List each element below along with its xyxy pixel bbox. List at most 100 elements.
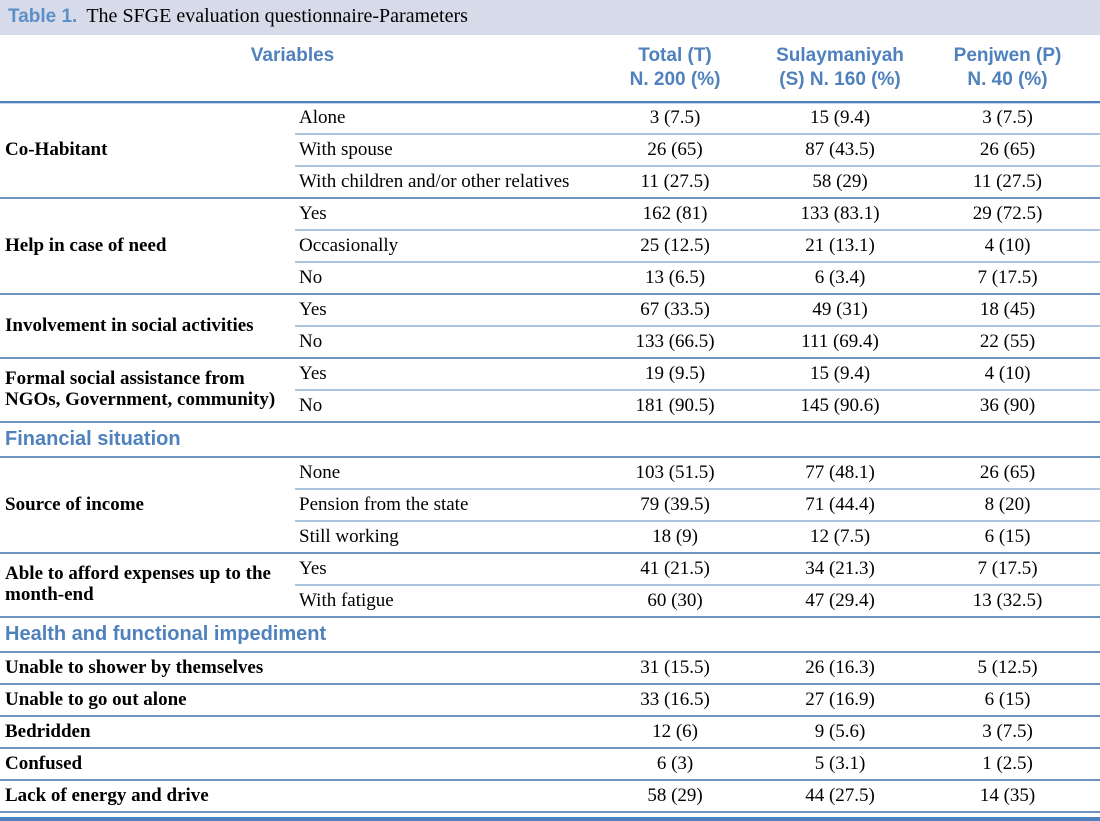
cell-total: 19 (9.5) (585, 356, 766, 390)
cell-sulaymaniyah: 58 (29) (765, 164, 916, 198)
cell-total: 3 (7.5) (649, 106, 701, 128)
variable-sub-label: With fatigue (295, 583, 586, 617)
variable-sub-label: Pension from the state (295, 487, 586, 521)
table-row: Unable to go out alone 33 (16.5) 27 (16.9)… (0, 682, 1100, 716)
cell-penjwen: 26 (65) (915, 132, 1100, 166)
col-header-sulaymaniyah-line1: Sulaymaniyah (776, 45, 904, 66)
cell-penjwen: 18 (45) (915, 292, 1100, 326)
cell-total: 181 (90.5) (585, 388, 766, 422)
table-body: Co-Habitant Alone 3 (7.5) 15 (9.4) 3 (7.5) Wi… (0, 102, 1100, 813)
variable-sub-label: Yes (295, 356, 586, 390)
section-header-row: Financial situation (0, 420, 1100, 458)
cell-total: 18 (9) (585, 519, 766, 553)
table-row: No 181 (90.5) 145 (90.6) 36 (90) (0, 388, 1100, 422)
cell-penjwen: 3 (7.5) (915, 714, 1100, 748)
table-row: No 13 (6.5) 6 (3.4) 7 (17.5) (0, 260, 1100, 294)
table-row: Still working 18 (9) 12 (7.5) 6 (15) (0, 519, 1100, 553)
col-header-sulaymaniyah-line2: (S) N. 160 (%) (779, 68, 901, 90)
cell-sulaymaniyah: 34 (21.3) (765, 551, 916, 585)
cell-total: 162 (81) (585, 196, 766, 230)
table-row: Help in case of need Yes 162 (81) 133 (83.1… (0, 196, 1100, 294)
header-row: Variables Total (T) N. 200 (%) Sulaymani… (0, 35, 1100, 103)
cell-total: 67 (33.5) (585, 292, 766, 326)
cell-sulaymaniyah: 5 (3.1) (765, 746, 916, 780)
col-header-penjwen-line2: N. 40 (%) (967, 68, 1048, 90)
cell-sulaymaniyah: 133 (83.1) (765, 196, 916, 230)
cell-sulaymaniyah: 15 (9.4) (765, 356, 916, 390)
variable-group-label: Co-Habitant (5, 138, 108, 160)
cell-penjwen: 26 (65) (979, 461, 1036, 483)
cell-sulaymaniyah: 15 (9.4) (809, 106, 871, 128)
cell-sulaymaniyah: 6 (3.4) (765, 260, 916, 294)
col-header-sulaymaniyah: Sulaymaniyah (S) N. 160 (%) (765, 35, 916, 103)
section-header-row: Health and functional impediment (0, 615, 1100, 653)
variable-label: Confused (0, 746, 586, 780)
variable-sub-label: Still working (295, 519, 586, 553)
table-row: With spouse 26 (65) 87 (43.5) 26 (65) (0, 132, 1100, 166)
cell-penjwen: 13 (32.5) (915, 583, 1100, 617)
variable-label: Bedridden (0, 714, 586, 748)
variable-sub-label: Occasionally (295, 228, 586, 262)
table-row: Pension from the state 79 (39.5) 71 (44.4)… (0, 487, 1100, 521)
table-row: Co-Habitant Alone 3 (7.5) 15 (9.4) 3 (7.5) (0, 102, 1100, 160)
cell-total: 33 (16.5) (585, 682, 766, 716)
cell-penjwen: 7 (17.5) (915, 260, 1100, 294)
variable-sub-label: No (295, 388, 586, 422)
table-caption-label: Table 1. (8, 6, 78, 27)
table-caption: Table 1. The SFGE evaluation questionnair… (0, 0, 1100, 35)
cell-penjwen: 11 (27.5) (915, 164, 1100, 198)
cell-penjwen: 4 (10) (915, 228, 1100, 262)
variable-sub-label: Yes (295, 551, 586, 585)
cell-total: 58 (29) (585, 778, 766, 813)
cell-penjwen: 29 (72.5) (915, 196, 1100, 230)
cell-sulaymaniyah: 71 (44.4) (765, 487, 916, 521)
col-header-penjwen-line1: Penjwen (P) (953, 45, 1062, 66)
table-row: Formal social assistance from NGOs, Gove… (0, 356, 1100, 422)
section-header-label: Health and functional impediment (0, 615, 1100, 653)
cell-sulaymaniyah: 27 (16.9) (765, 682, 916, 716)
parameters-table: Variables Total (T) N. 200 (%) Sulaymani… (0, 35, 1100, 813)
variable-label: Unable to shower by themselves (5, 656, 264, 678)
table-row: Able to afford expenses up to the month-… (0, 551, 1100, 617)
table-row: Involvement in social activities Yes 67 (3… (0, 292, 1100, 358)
cell-sulaymaniyah: 111 (69.4) (765, 324, 916, 358)
cell-penjwen: 4 (10) (915, 356, 1100, 390)
cell-penjwen: 8 (20) (915, 487, 1100, 521)
cell-penjwen: 6 (15) (915, 519, 1100, 553)
table-row: Unable to shower by themselves 31 (15.5) 2… (0, 652, 1100, 684)
variable-group-label: Able to afford expenses up to the month-… (0, 551, 295, 617)
cell-total: 6 (3) (585, 746, 766, 780)
variable-group-label: Formal social assistance from NGOs, Gove… (0, 356, 295, 422)
section-header-label: Financial situation (0, 420, 1100, 458)
cell-total: 11 (27.5) (585, 164, 766, 198)
variable-group-label: Help in case of need (0, 196, 295, 294)
table-row: With children and/or other relatives 11 (… (0, 164, 1100, 198)
cell-total: 103 (51.5) (635, 461, 715, 483)
variable-label: Lack of energy and drive (0, 778, 586, 813)
variable-sub-label: None (299, 461, 341, 483)
variable-sub-label: With children and/or other relatives (295, 164, 586, 198)
cell-penjwen: 1 (2.5) (915, 746, 1100, 780)
cell-total: 133 (66.5) (585, 324, 766, 358)
cell-sulaymaniyah: 9 (5.6) (765, 714, 916, 748)
variable-group-label: Source of income (5, 493, 144, 515)
cell-penjwen: 36 (90) (915, 388, 1100, 422)
table-row: With fatigue 60 (30) 47 (29.4) 13 (32.5) (0, 583, 1100, 617)
cell-sulaymaniyah: 77 (48.1) (805, 461, 875, 483)
variable-label: Unable to go out alone (0, 682, 586, 716)
col-header-total-line2: N. 200 (%) (629, 68, 721, 90)
cell-sulaymaniyah: 26 (16.3) (805, 656, 875, 678)
cell-total: 13 (6.5) (585, 260, 766, 294)
col-header-variables: Variables (0, 35, 586, 103)
table-row: Confused 6 (3) 5 (3.1) 1 (2.5) (0, 746, 1100, 780)
cell-total: 41 (21.5) (585, 551, 766, 585)
cell-sulaymaniyah: 47 (29.4) (765, 583, 916, 617)
col-header-penjwen: Penjwen (P) N. 40 (%) (915, 35, 1100, 103)
cell-total: 79 (39.5) (585, 487, 766, 521)
cell-penjwen: 6 (15) (915, 682, 1100, 716)
cell-penjwen: 14 (35) (915, 778, 1100, 813)
table-row: Bedridden 12 (6) 9 (5.6) 3 (7.5) (0, 714, 1100, 748)
variable-sub-label: Alone (299, 106, 346, 128)
cell-sulaymaniyah: 87 (43.5) (765, 132, 916, 166)
variable-group-label: Involvement in social activities (0, 292, 295, 358)
